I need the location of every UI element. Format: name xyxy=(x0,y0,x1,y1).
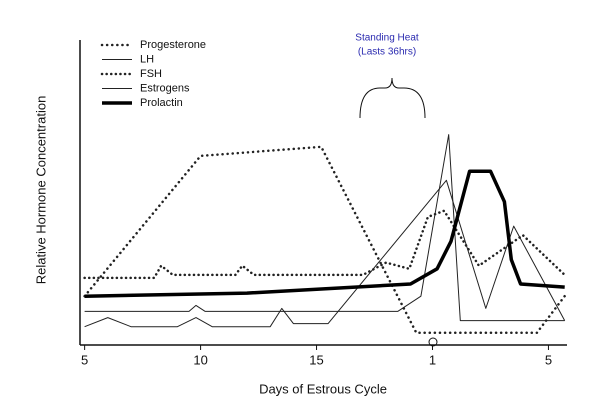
annotation: (Lasts 36hrs) xyxy=(358,47,416,58)
x-tick-label: 5 xyxy=(545,352,552,367)
x-tick-label: 5 xyxy=(81,352,88,367)
brace xyxy=(359,77,426,119)
series-line xyxy=(84,169,565,298)
series-line xyxy=(83,145,569,335)
series-line xyxy=(84,134,565,322)
series-line xyxy=(84,179,566,328)
x-tick-label: 1 xyxy=(429,352,436,367)
y-axis-label: Relative Hormone Concentration xyxy=(33,96,48,285)
legend-label: Estrogens xyxy=(140,82,190,94)
annotation: Standing Heat xyxy=(355,33,419,44)
x-tick-label: 10 xyxy=(193,352,207,367)
legend-label: Progesterone xyxy=(140,39,206,51)
x-tick-label: 15 xyxy=(309,352,323,367)
series-line xyxy=(83,209,566,280)
x-axis-label: Days of Estrous Cycle xyxy=(259,381,387,396)
marker-circle xyxy=(428,337,438,347)
legend-label: LH xyxy=(140,53,154,65)
legend-label: Prolactin xyxy=(140,97,183,109)
legend-label: FSH xyxy=(140,68,162,80)
